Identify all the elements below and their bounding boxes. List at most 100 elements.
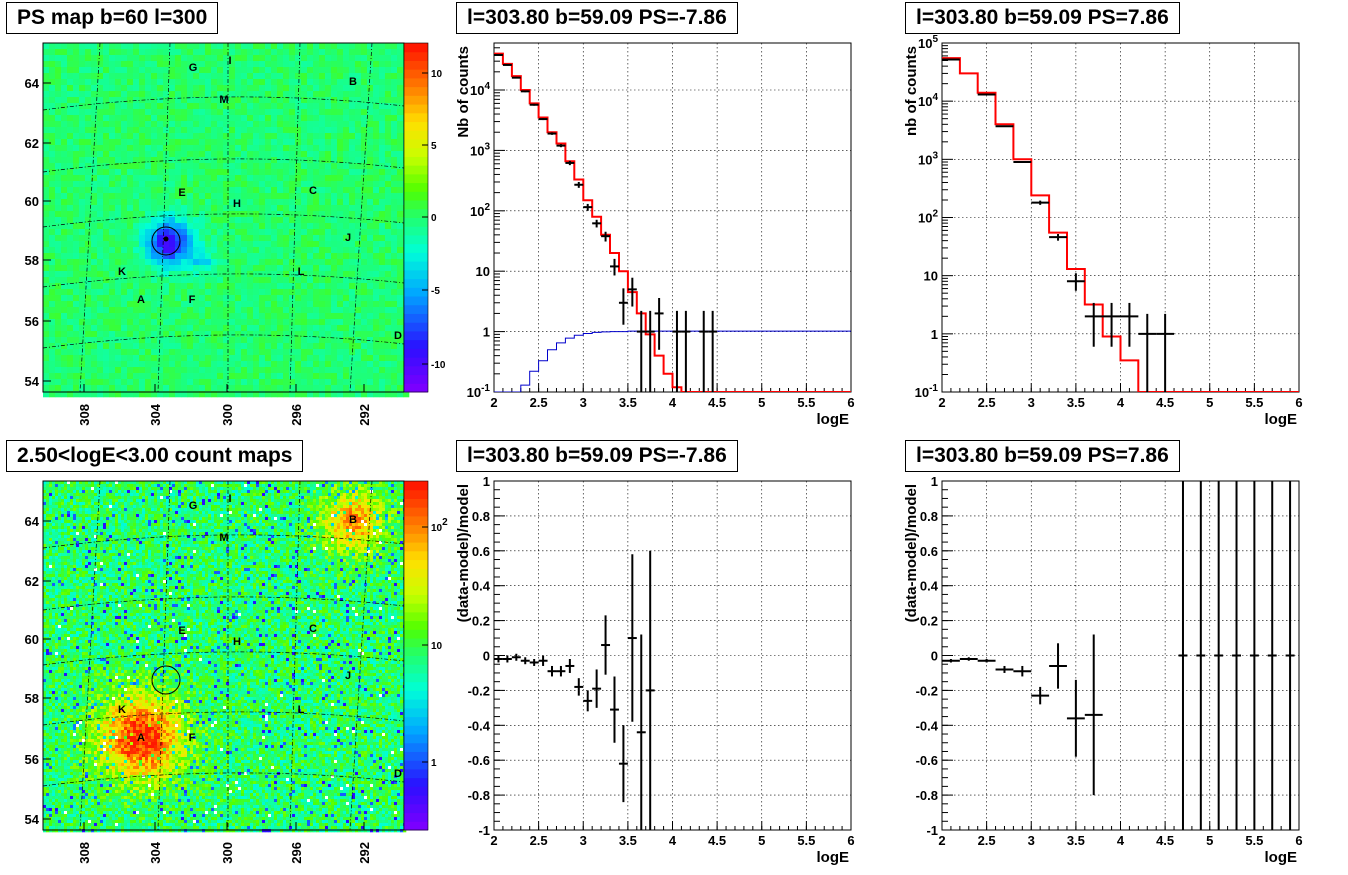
map-pixel xyxy=(289,367,296,374)
map-pixel xyxy=(91,241,98,248)
map-pixel xyxy=(373,343,380,350)
map-pixel xyxy=(241,187,248,194)
map-pixel xyxy=(277,127,284,134)
map-pixel xyxy=(229,373,236,380)
map-pixel xyxy=(139,487,143,491)
map-pixel xyxy=(253,481,257,485)
map-pixel xyxy=(43,151,50,158)
map-pixel xyxy=(247,283,254,290)
map-pixel xyxy=(217,127,224,134)
map-pixel xyxy=(199,247,206,254)
map-pixel xyxy=(271,79,278,86)
map-pixel xyxy=(223,181,230,188)
map-pixel xyxy=(361,187,368,194)
map-pixel xyxy=(265,391,272,398)
map-pixel xyxy=(205,301,212,308)
map-pixel xyxy=(277,157,284,164)
map-pixel xyxy=(133,307,140,314)
map-pixel xyxy=(319,67,326,74)
map-pixel xyxy=(109,277,116,284)
map-pixel xyxy=(109,127,116,134)
map-pixel xyxy=(43,193,50,200)
map-pixel xyxy=(73,379,80,386)
map-pixel xyxy=(91,199,98,206)
map-pixel xyxy=(109,61,116,68)
map-pixel xyxy=(349,121,356,128)
map-pixel xyxy=(382,484,386,488)
map-pixel xyxy=(343,283,350,290)
map-pixel xyxy=(61,313,68,320)
map-pixel xyxy=(103,151,110,158)
map-pixel xyxy=(211,481,215,485)
map-pixel xyxy=(133,145,140,152)
map-pixel xyxy=(121,109,128,116)
map-pixel xyxy=(121,343,128,350)
map-pixel xyxy=(301,337,308,344)
map-pixel xyxy=(325,175,332,182)
map-pixel xyxy=(139,205,146,212)
map-pixel xyxy=(115,175,122,182)
map-pixel xyxy=(391,484,395,488)
map-pixel xyxy=(205,217,212,224)
map-pixel xyxy=(259,49,266,56)
map-pixel xyxy=(163,493,167,497)
map-pixel xyxy=(199,169,206,176)
map-pixel xyxy=(337,349,344,356)
map-pixel xyxy=(283,325,290,332)
map-pixel xyxy=(235,235,242,242)
map-pixel xyxy=(235,67,242,74)
map-pixel xyxy=(61,55,68,62)
map-pixel xyxy=(397,97,404,104)
map-pixel xyxy=(91,79,98,86)
map-pixel xyxy=(79,229,86,236)
map-pixel xyxy=(232,487,236,491)
map-pixel xyxy=(61,259,68,266)
map-pixel xyxy=(91,355,98,362)
map-pixel xyxy=(49,337,56,344)
map-pixel xyxy=(109,385,116,392)
map-pixel xyxy=(265,127,272,134)
map-pixel xyxy=(340,487,344,491)
map-pixel xyxy=(196,484,200,488)
map-pixel xyxy=(46,487,50,491)
map-pixel xyxy=(121,373,128,380)
map-pixel xyxy=(106,490,110,494)
y-tick-label: 103 xyxy=(918,150,938,167)
map-pixel xyxy=(103,43,110,50)
map-pixel xyxy=(121,490,125,494)
map-pixel xyxy=(361,61,368,68)
data-point xyxy=(547,665,557,677)
map-pixel xyxy=(325,187,332,194)
map-pixel xyxy=(115,391,122,398)
map-pixel xyxy=(82,484,86,488)
map-pixel xyxy=(187,133,194,140)
map-pixel xyxy=(52,493,56,497)
data-point xyxy=(654,297,664,350)
map-pixel xyxy=(193,211,200,218)
map-pixel xyxy=(109,481,113,485)
map-pixel xyxy=(229,385,236,392)
map-pixel xyxy=(295,313,302,320)
map-pixel xyxy=(331,193,338,200)
map-pixel xyxy=(259,343,266,350)
map-pixel xyxy=(49,211,56,218)
map-pixel xyxy=(343,211,350,218)
map-pixel xyxy=(295,247,302,254)
map-pixel xyxy=(187,223,194,230)
map-pixel xyxy=(379,355,386,362)
map-pixel xyxy=(49,277,56,284)
map-pixel xyxy=(235,385,242,392)
map-pixel xyxy=(109,217,116,224)
map-pixel xyxy=(193,103,200,110)
map-pixel xyxy=(127,97,134,104)
map-pixel xyxy=(325,379,332,386)
map-pixel xyxy=(391,361,398,368)
map-pixel xyxy=(97,331,104,338)
map-pixel xyxy=(265,319,272,326)
map-pixel xyxy=(43,67,50,74)
map-pixel xyxy=(193,205,200,212)
map-pixel xyxy=(169,187,176,194)
map-pixel xyxy=(121,271,128,278)
map-pixel xyxy=(103,241,110,248)
map-pixel xyxy=(325,367,332,374)
